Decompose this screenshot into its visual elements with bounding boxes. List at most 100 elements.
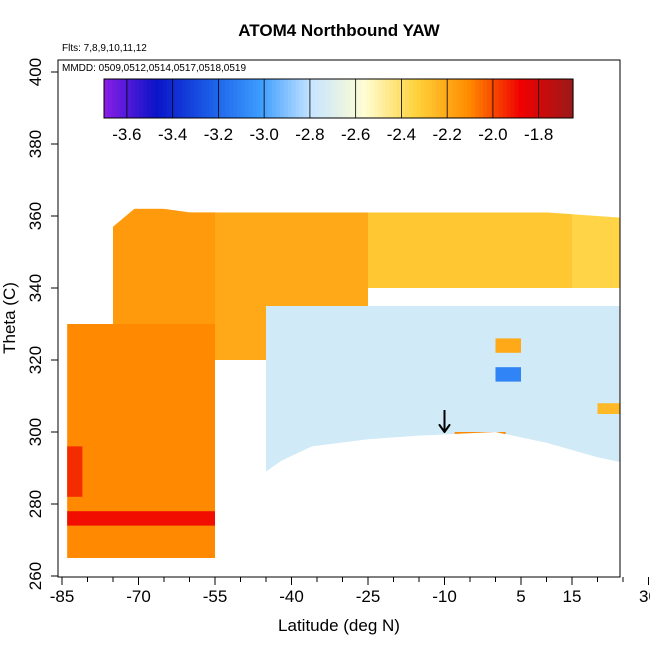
colorbar-segment	[498, 79, 504, 118]
colorbar-segment	[197, 79, 203, 118]
field-cell	[266, 306, 620, 490]
colorbar-segment	[404, 79, 410, 118]
colorbar-segment	[229, 79, 234, 118]
colorbar-segment	[432, 79, 437, 118]
colorbar-segment	[510, 79, 515, 118]
colorbar-segment	[291, 79, 297, 118]
colorbar-segment	[209, 79, 215, 118]
colorbar-segment	[494, 79, 500, 118]
field-cell	[113, 208, 215, 324]
colorbar-segment	[131, 79, 136, 118]
colorbar-segment	[557, 79, 562, 118]
colorbar-tick-label: -3.2	[204, 125, 233, 144]
colorbar-tick-label: -3.4	[158, 125, 187, 144]
colorbar-segment	[236, 79, 242, 118]
colorbar-segment	[373, 79, 379, 118]
colorbar-segment	[487, 79, 492, 118]
colorbar-segment	[143, 79, 148, 118]
x-tick-label: -25	[356, 587, 381, 606]
chart-title: ATOM4 Northbound YAW	[238, 21, 440, 40]
colorbar-segment	[162, 79, 168, 118]
colorbar-segment	[365, 79, 371, 118]
colorbar-tick-label: -1.8	[524, 125, 553, 144]
x-tick-label: -85	[50, 587, 75, 606]
y-tick-label: 260	[26, 562, 45, 590]
field-cell	[597, 403, 620, 414]
colorbar-segment	[115, 79, 121, 118]
colorbar-segment	[350, 79, 355, 118]
colorbar-segment	[193, 79, 199, 118]
y-tick-label: 340	[26, 274, 45, 302]
field-cell	[454, 432, 506, 440]
colorbar-segment	[463, 79, 469, 118]
colorbar-segment	[361, 79, 367, 118]
colorbar-segment	[135, 79, 140, 118]
colorbar-segment	[526, 79, 531, 118]
colorbar-segment	[201, 79, 207, 118]
colorbar-segment	[381, 79, 386, 118]
colorbar-segment	[158, 79, 164, 118]
field-cell	[67, 446, 83, 497]
field-cell	[495, 367, 521, 382]
x-axis: -85-70-55-40-25-1051530456075	[50, 577, 650, 606]
colorbar-segment	[549, 79, 555, 118]
colorbar-segment	[213, 79, 218, 118]
colorbar-segment	[444, 79, 449, 118]
colorbar-segment	[561, 79, 566, 118]
colorbar-tick-label: -2.6	[341, 125, 370, 144]
colorbar-segment	[455, 79, 461, 118]
colorbar-segment	[189, 79, 195, 118]
colorbar-segment	[186, 79, 191, 118]
x-tick-label: -40	[279, 587, 304, 606]
colorbar-segment	[483, 79, 488, 118]
colorbar-segment	[393, 79, 398, 118]
colorbar-segment	[221, 79, 226, 118]
colorbar-segment	[217, 79, 222, 118]
colorbar-segment	[522, 79, 527, 118]
colorbar-segment	[537, 79, 543, 118]
field-layer	[67, 208, 620, 558]
y-tick-label: 400	[26, 58, 45, 86]
colorbar-segment	[569, 79, 574, 118]
colorbar-segment	[150, 79, 156, 118]
colorbar-tick-label: -2.2	[433, 125, 462, 144]
colorbar-segment	[268, 79, 273, 118]
colorbar-segment	[502, 79, 508, 118]
colorbar-segment	[467, 79, 472, 118]
colorbar-segment	[459, 79, 465, 118]
colorbar-segment	[408, 79, 414, 118]
field-cell	[67, 511, 215, 526]
colorbar-segment	[127, 79, 132, 118]
colorbar-segment	[541, 79, 547, 118]
colorbar-segment	[530, 79, 535, 118]
down-arrow-icon	[438, 410, 451, 433]
colorbar-segment	[295, 79, 301, 118]
colorbar-segment	[447, 79, 453, 118]
colorbar-segment	[428, 79, 433, 118]
colorbar-segment	[146, 79, 152, 118]
colorbar-segment	[272, 79, 277, 118]
y-tick-label: 280	[26, 490, 45, 518]
colorbar-segment	[205, 79, 211, 118]
x-axis-label: Latitude (deg N)	[278, 616, 400, 635]
colorbar-segment	[553, 79, 558, 118]
colorbar-segment	[565, 79, 570, 118]
colorbar-segment	[412, 79, 418, 118]
flights-label: Flts: 7,8,9,10,11,12	[62, 43, 147, 54]
y-tick-label: 360	[26, 202, 45, 230]
y-tick-label: 300	[26, 418, 45, 446]
colorbar-segment	[178, 79, 183, 118]
colorbar-segment	[451, 79, 457, 118]
colorbar-tick-label: -2.4	[387, 125, 416, 144]
colorbar-segment	[416, 79, 422, 118]
colorbar-segment	[506, 79, 512, 118]
colorbar-segment	[256, 79, 261, 118]
y-axis: 260 280 300 320 340 360 380 400	[26, 58, 58, 590]
colorbar-tick-label: -2.8	[295, 125, 324, 144]
dates-label: MMDD: 0509,0512,0514,0517,0518,0519	[62, 63, 246, 74]
colorbar-segment	[279, 79, 285, 118]
colorbar-segment	[518, 79, 523, 118]
colorbar-segment	[342, 79, 347, 118]
field-cell	[368, 212, 572, 288]
colorbar-segment	[275, 79, 281, 118]
